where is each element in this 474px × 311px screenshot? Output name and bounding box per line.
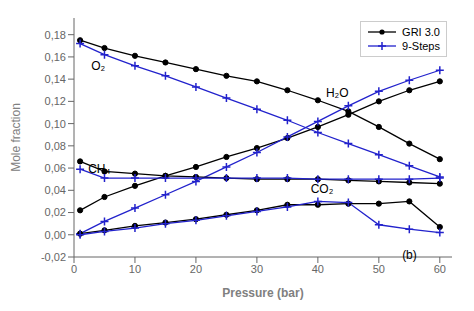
html-text:9-Steps: 9-Steps <box>402 40 440 52</box>
svg-text:40: 40 <box>312 263 324 275</box>
svg-text:0,10: 0,10 <box>45 118 66 130</box>
svg-text:CO₂: CO₂ <box>311 182 334 196</box>
svg-text:60: 60 <box>434 263 446 275</box>
svg-text:Pressure (bar): Pressure (bar) <box>222 286 303 300</box>
svg-text:0,14: 0,14 <box>45 73 66 85</box>
svg-text:0,00: 0,00 <box>45 229 66 241</box>
svg-text:20: 20 <box>190 263 202 275</box>
svg-text:Mole fraction: Mole fraction <box>9 103 23 172</box>
svg-text:0,02: 0,02 <box>45 206 66 218</box>
svg-text:0,12: 0,12 <box>45 95 66 107</box>
svg-text:0,16: 0,16 <box>45 51 66 63</box>
svg-text:10: 10 <box>129 263 141 275</box>
svg-text:H₂O: H₂O <box>326 86 349 100</box>
svg-text:CH₄: CH₄ <box>88 162 110 176</box>
svg-text:30: 30 <box>251 263 263 275</box>
svg-text:0,06: 0,06 <box>45 162 66 174</box>
svg-text:O₂: O₂ <box>91 59 105 73</box>
svg-text:(b): (b) <box>402 248 417 262</box>
svg-text:-0,02: -0,02 <box>41 251 66 263</box>
html-text:GRI 3.0: GRI 3.0 <box>402 26 440 38</box>
svg-text:0,18: 0,18 <box>45 29 66 41</box>
svg-text:0,08: 0,08 <box>45 140 66 152</box>
svg-text:0,04: 0,04 <box>45 184 66 196</box>
svg-text:0: 0 <box>71 263 77 275</box>
svg-text:50: 50 <box>373 263 385 275</box>
